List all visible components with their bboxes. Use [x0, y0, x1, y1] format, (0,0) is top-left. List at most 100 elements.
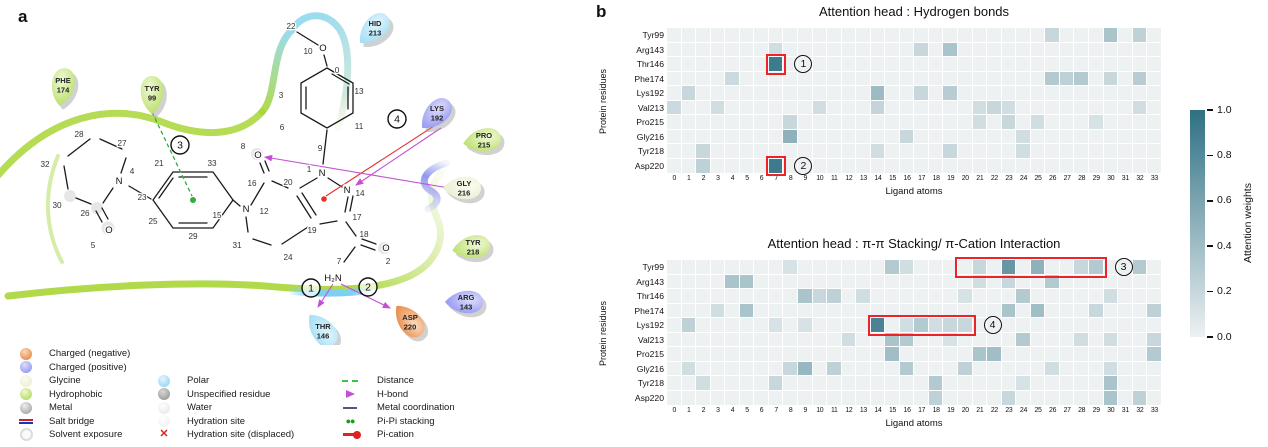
heatmap-cell	[768, 71, 783, 86]
heatmap-cell	[899, 42, 914, 57]
heatmap-cell	[812, 318, 827, 332]
heatmap-cell	[914, 347, 928, 361]
heatmap-cell	[783, 42, 797, 57]
heatmap-cell	[841, 71, 856, 86]
heatmap-cell	[827, 42, 841, 57]
atom-number-label: 15	[212, 211, 222, 220]
heatmap-cell	[1132, 42, 1147, 57]
x-tick: 7	[774, 407, 778, 414]
x-tick: 29	[1092, 407, 1100, 414]
legend-label: Polar	[187, 375, 210, 387]
x-tick: 27	[1063, 407, 1071, 414]
heatmap-cell	[768, 289, 783, 303]
legend-item: Distance	[338, 374, 518, 388]
heatmap-cell	[812, 42, 827, 57]
heatmap-cell	[972, 361, 987, 376]
x-tick: 16	[903, 407, 911, 414]
residue-name: TYR	[145, 84, 161, 93]
heatmap-cell	[987, 158, 1001, 173]
heatmap-cell	[958, 274, 972, 289]
legend-label: Solvent exposure	[49, 429, 123, 441]
heatmap-cell	[870, 28, 885, 42]
heatmap-cell	[1088, 376, 1103, 390]
x-tick: 19	[947, 175, 955, 182]
heatmap-cell	[987, 303, 1001, 318]
heatmap-cell	[1088, 332, 1103, 347]
row-label: Tyr218	[637, 378, 664, 389]
heatmap-cell	[739, 260, 754, 274]
heatmap-cell	[681, 332, 696, 347]
heatmap-cell	[1088, 289, 1103, 303]
heatmap-cell	[696, 57, 710, 71]
heatmap-cell	[914, 361, 928, 376]
x-tick: 3	[716, 407, 720, 414]
heatmap-cell	[870, 57, 885, 71]
heatmap-cell	[1103, 347, 1118, 361]
heatmap-cell	[1030, 86, 1045, 100]
annotation-circle-3: 3	[170, 135, 190, 155]
legend-item: Hydrophobic	[14, 388, 164, 402]
heatmap-cell	[943, 260, 958, 274]
heatmap-cell	[754, 260, 768, 274]
svg-text:4: 4	[394, 114, 400, 126]
heatmap-cell	[725, 144, 739, 158]
x-tick: 28	[1078, 407, 1086, 414]
heatmap-cell	[1045, 28, 1059, 42]
annotation-circle-1: 1	[301, 278, 321, 298]
heatmap-cell	[856, 144, 870, 158]
heatmap-cell	[958, 42, 972, 57]
x-tick: 11	[831, 175, 838, 182]
heatmap-cell	[870, 274, 885, 289]
heatmap-cell	[710, 390, 725, 405]
heatmap-cell	[1074, 129, 1088, 144]
heatmap-cell	[783, 361, 797, 376]
highlight-box	[867, 315, 976, 336]
heatmap-cell	[1016, 144, 1030, 158]
heatmap-cell	[1016, 57, 1030, 71]
heatmap-cell	[797, 303, 812, 318]
heatmap-cell	[1045, 274, 1059, 289]
heatmap-cell	[1045, 332, 1059, 347]
heatmap-cell	[1118, 318, 1132, 332]
x-tick: 12	[845, 175, 853, 182]
row-label: Arg143	[636, 276, 664, 287]
heatmap-cell	[725, 28, 739, 42]
heatmap-cell	[1088, 390, 1103, 405]
heatmap-cell	[972, 144, 987, 158]
heatmap-cell	[856, 260, 870, 274]
heatmap-cell	[1074, 100, 1088, 115]
heatmap-cell	[943, 57, 958, 71]
heatmap-cell	[667, 332, 681, 347]
heatmap-cell	[1074, 115, 1088, 129]
heatmap-cell	[1030, 129, 1045, 144]
svg-text:1: 1	[308, 283, 314, 295]
heatmap-cell	[797, 376, 812, 390]
heatmap-cell	[943, 318, 958, 332]
y-tick-labels: Tyr99 Arg143 Thr146 Phe174 Lys192 Val213 Pro21…	[590, 0, 664, 225]
heatmap-cell	[928, 318, 943, 332]
heatmap-cell	[797, 86, 812, 100]
heatmap-cell	[710, 361, 725, 376]
heatmap-cell	[754, 28, 768, 42]
heatmap-cell	[725, 42, 739, 57]
heatmap-cell	[856, 274, 870, 289]
x-tick: 8	[788, 175, 793, 182]
heatmap-cell	[681, 57, 696, 71]
legend-item: Charged (positive)	[14, 361, 164, 375]
heatmap-cell	[681, 28, 696, 42]
heatmap-cell	[1059, 144, 1074, 158]
heatmap-cell	[1059, 318, 1074, 332]
heatmap-cell	[783, 57, 797, 71]
x-tick: 21	[976, 175, 984, 182]
heatmap-cell	[1001, 100, 1016, 115]
solvent-exposure-icon	[14, 428, 38, 442]
atom-number-label: 31	[232, 241, 242, 250]
heatmap-cell	[1030, 274, 1045, 289]
heatmap-cell	[987, 332, 1001, 347]
atom-number-label: 24	[283, 253, 293, 262]
heatmap-cell	[972, 158, 987, 173]
